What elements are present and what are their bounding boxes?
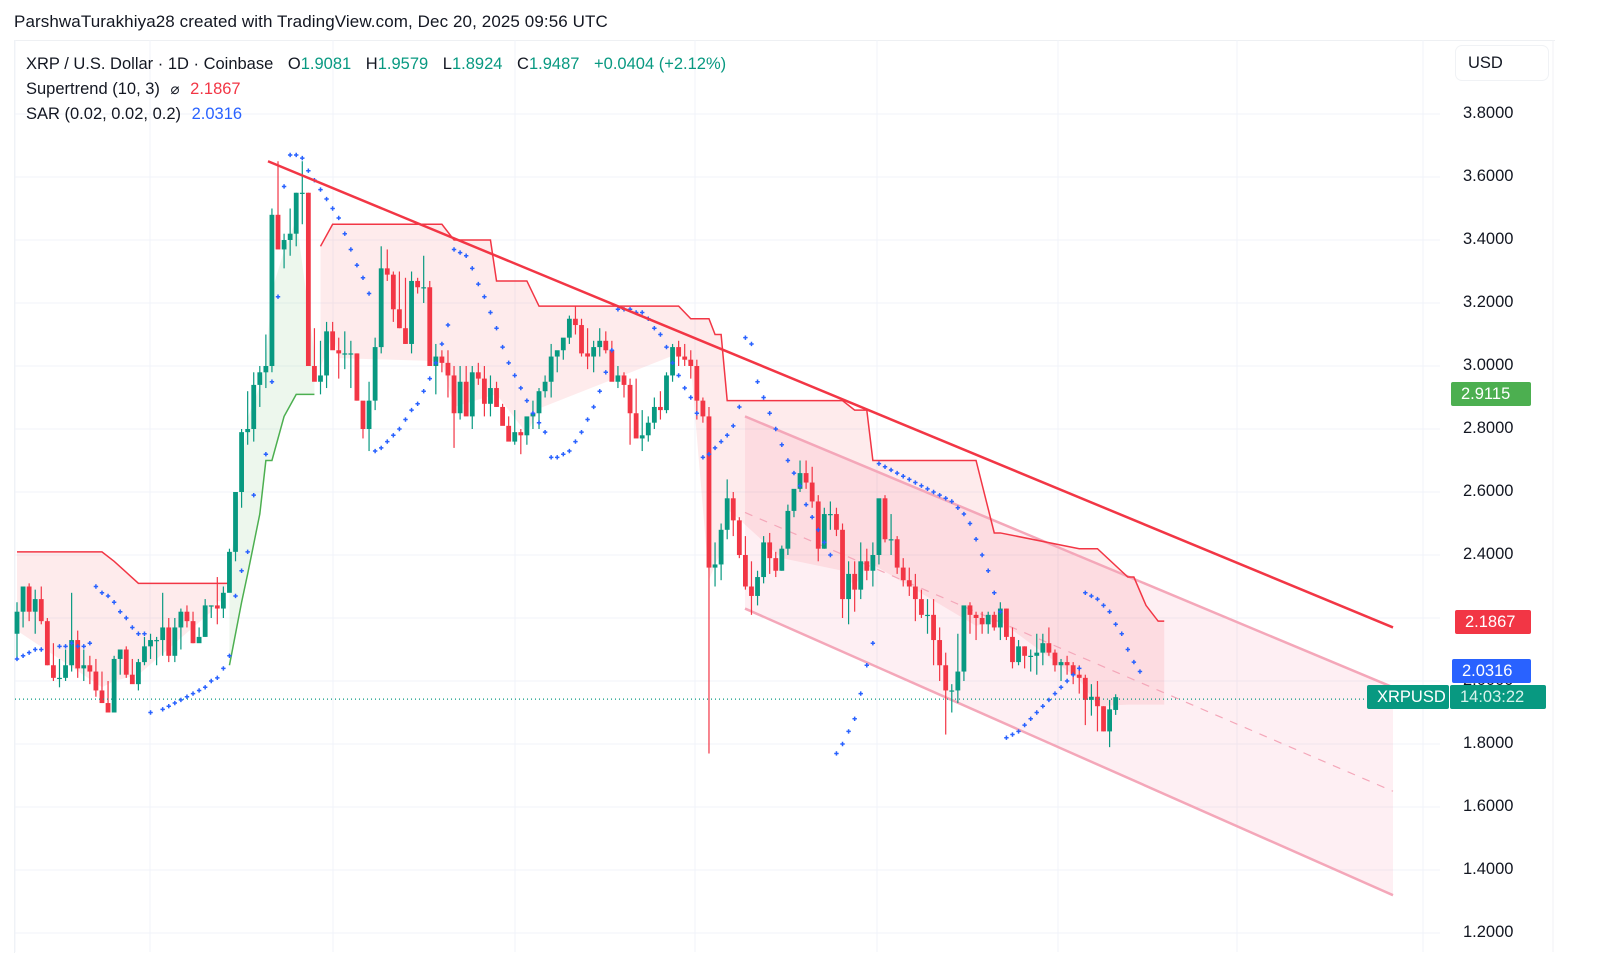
low-label: L [442, 55, 452, 73]
hidden-eye-slash-icon[interactable]: ⌀ [170, 81, 180, 98]
low-value: 1.8924 [451, 55, 503, 73]
candlesticks [14, 161, 1119, 754]
high-label: H [365, 55, 378, 73]
price-tick-label: 1.2000 [1463, 923, 1514, 941]
price-tick-label: 3.8000 [1463, 104, 1514, 122]
currency-button[interactable]: USD [1456, 46, 1548, 80]
supertrend-label[interactable]: Supertrend (10, 3) [26, 80, 160, 98]
price-tick-label: 2.4000 [1463, 545, 1514, 563]
bar-countdown-tag: 14:03:22 [1450, 685, 1546, 709]
symbol-price-tag: XRPUSD [1367, 685, 1449, 709]
close-label: C [517, 55, 529, 73]
supertrend-row[interactable]: Supertrend (10, 3) ⌀ 2.1867 [26, 77, 726, 102]
change-value: +0.0404 (+2.12%) [594, 55, 727, 73]
supertrend-value: 2.1867 [190, 80, 241, 98]
symbol-title[interactable]: XRP / U.S. Dollar · 1D · Coinbase [26, 55, 274, 73]
price-tick-label: 2.6000 [1463, 482, 1514, 500]
symbol-row[interactable]: XRP / U.S. Dollar · 1D · Coinbase O1.908… [26, 52, 726, 77]
supertrend-up-price-tag: 2.9115 [1451, 382, 1531, 406]
chart-legend: XRP / U.S. Dollar · 1D · Coinbase O1.908… [26, 52, 726, 127]
sar-label[interactable]: SAR (0.02, 0.02, 0.2) [26, 105, 182, 123]
supertrend-down-price-tag: 2.1867 [1455, 610, 1531, 634]
price-tick-label: 2.8000 [1463, 419, 1514, 437]
price-tick-label: 1.6000 [1463, 797, 1514, 815]
sar-row[interactable]: SAR (0.02, 0.02, 0.2) 2.0316 [26, 102, 726, 127]
parabolic-sar-dots [15, 153, 1143, 756]
price-tick-label: 3.0000 [1463, 356, 1514, 374]
sar-price-tag: 2.0316 [1452, 659, 1531, 683]
regression-channel[interactable] [744, 415, 1394, 897]
descending-trendline[interactable] [267, 160, 1394, 629]
price-tick-label: 3.4000 [1463, 230, 1514, 248]
chart-credit: ParshwaTurakhiya28 created with TradingV… [14, 12, 608, 31]
supertrend-lines [17, 223, 1165, 666]
price-tick-label: 3.2000 [1463, 293, 1514, 311]
grid-lines [14, 40, 1554, 952]
price-tick-label: 1.4000 [1463, 860, 1514, 878]
open-label: O [287, 55, 301, 73]
high-value: 1.9579 [377, 55, 429, 73]
close-value: 1.9487 [528, 55, 580, 73]
price-tick-label: 3.6000 [1463, 167, 1514, 185]
sar-value: 2.0316 [191, 105, 243, 123]
open-value: 1.9081 [300, 55, 352, 73]
price-tick-label: 1.8000 [1463, 734, 1514, 752]
